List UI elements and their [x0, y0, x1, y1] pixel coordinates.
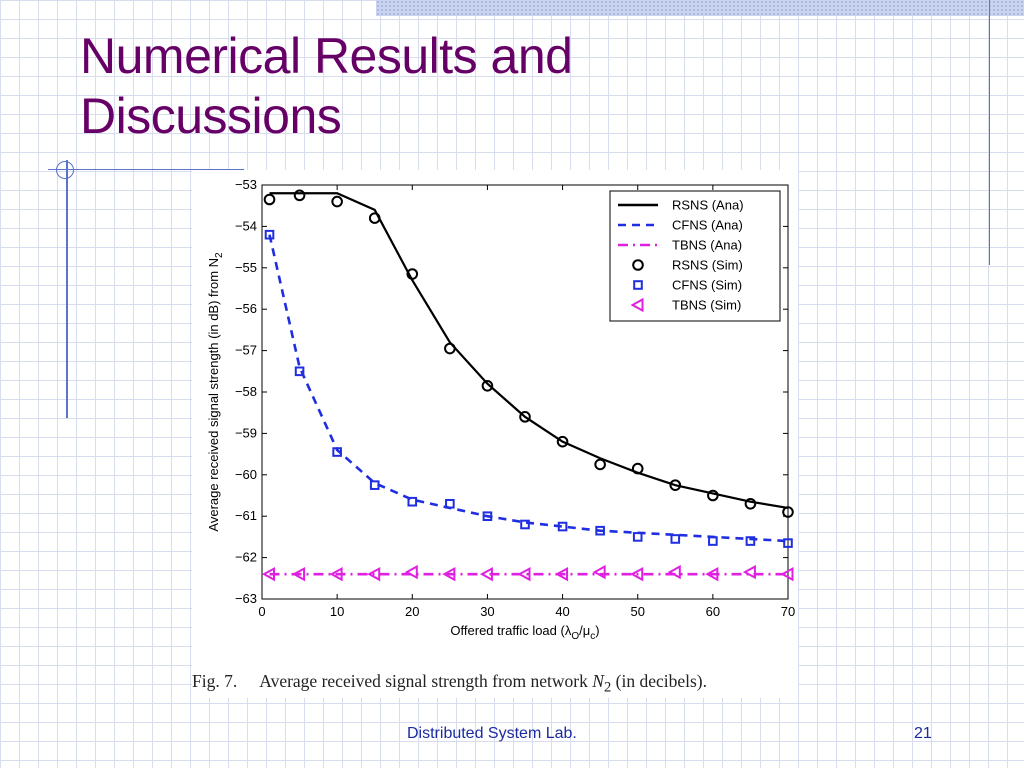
x-tick-label: 40: [555, 604, 569, 619]
x-axis-label: Offered traffic load (λO/μc): [450, 623, 599, 642]
series-5-point: [329, 566, 343, 582]
x-tick-label: 60: [706, 604, 720, 619]
series-5-point: [705, 566, 719, 582]
legend-label: CFNS (Ana): [672, 218, 743, 233]
legend-marker: [633, 280, 643, 290]
series-4-point: [294, 366, 305, 377]
series-5-point: [261, 566, 276, 582]
series-5-point: [630, 566, 644, 582]
signal-strength-chart: 0 10 20 30 40 50 60 70 −53 −54 −55 −56 −57 −58 −59 −60 −…: [206, 177, 795, 642]
series-4-point: [520, 519, 530, 530]
x-tick-label: 30: [480, 604, 494, 619]
figure-panel: 0 10 20 30 40 50 60 70 −53 −54 −55 −56 −57 −58 −59 −60 −…: [192, 170, 798, 698]
legend-box: [609, 190, 781, 322]
series-3-point: [263, 193, 276, 206]
series-4-point: [482, 511, 493, 521]
series-5-point: [592, 564, 606, 580]
series-4-point: [670, 534, 681, 544]
x-tick-label: 70: [781, 604, 795, 619]
series-line-0: [269, 192, 789, 510]
header-decoration-band: [376, 0, 1024, 16]
series-3-point: [331, 195, 343, 208]
y-tick-label: −60: [235, 467, 257, 482]
x-tick-label: 50: [630, 604, 644, 619]
series-5-point: [517, 566, 531, 582]
series-4-point: [264, 229, 275, 240]
legend-marker: [630, 297, 644, 313]
series-3-point: [669, 479, 682, 491]
series-4-point: [369, 480, 380, 490]
figure-caption: Fig. 7. Average received signal strength …: [192, 671, 798, 697]
x-tick-label: 10: [330, 604, 344, 619]
series-3-point: [556, 435, 569, 448]
series-3-point: [406, 268, 419, 280]
legend-label: CFNS (Sim): [672, 278, 742, 293]
series-3-point: [368, 212, 381, 224]
series-5-point: [291, 566, 306, 582]
series-5-point: [367, 566, 381, 582]
slide-title: Numerical Results and Discussions: [80, 26, 680, 146]
legend-label: TBNS (Sim): [672, 298, 741, 313]
series-3-point: [782, 506, 794, 518]
series-5-point: [479, 566, 493, 582]
y-tick-label: −62: [235, 550, 257, 565]
y-tick-label: −54: [235, 218, 257, 233]
legend-marker: [632, 259, 644, 271]
y-tick-label: −61: [235, 508, 257, 523]
series-4-point: [783, 538, 793, 548]
caption-text: Average received signal strength from ne…: [259, 671, 593, 691]
series-4-point: [407, 496, 418, 507]
series-line-1: [268, 234, 789, 543]
series-3-point: [744, 497, 757, 510]
series-3-point: [707, 489, 719, 502]
series-5-point: [404, 564, 418, 580]
y-tick-label: −53: [235, 177, 257, 192]
series-4-point: [332, 447, 342, 457]
series-4-point: [745, 536, 756, 546]
series-5-point: [554, 566, 569, 582]
series-3-point: [444, 342, 456, 355]
y-tick-label: −55: [235, 260, 257, 275]
legend-label: RSNS (Sim): [672, 258, 743, 273]
series-4-point: [557, 521, 568, 532]
x-tick-label: 20: [405, 604, 419, 619]
series-5-point: [667, 564, 681, 580]
series-3-point: [594, 458, 606, 471]
y-axis-label: Average received signal strength (in dB)…: [206, 252, 225, 532]
y-tick-label: −56: [235, 301, 257, 316]
series-3-point: [293, 189, 306, 202]
y-tick-label: −63: [235, 591, 257, 606]
series-5-point: [442, 566, 456, 582]
title-line-1: Numerical Results and: [80, 28, 573, 84]
series-4-point: [595, 525, 605, 536]
series-4-point: [445, 498, 455, 509]
y-tick-label: −59: [235, 425, 257, 440]
title-line-2: Discussions: [80, 88, 342, 144]
series-3-point: [631, 462, 644, 475]
series-4-point: [632, 532, 643, 542]
y-tick-label: −58: [235, 384, 257, 399]
series-5-point: [780, 566, 794, 582]
right-vertical-rule: [989, 0, 990, 265]
x-tick-label: 0: [258, 604, 265, 619]
footer-lab-name: Distributed System Lab.: [407, 725, 577, 742]
series-4-point: [708, 536, 718, 546]
series-3-point: [481, 379, 494, 392]
rule-junction-circle: [56, 161, 74, 179]
legend-label: TBNS (Ana): [672, 238, 742, 253]
caption-network-symbol: N: [592, 671, 604, 691]
title-underline-rule: [48, 169, 244, 170]
slide-number: 21: [914, 725, 932, 742]
caption-text-end: (in decibels).: [611, 671, 707, 691]
caption-network-subscript: 2: [603, 679, 612, 696]
y-tick-label: −57: [235, 343, 257, 358]
legend-label: RSNS (Ana): [672, 198, 744, 213]
series-3-point: [519, 411, 531, 423]
left-vertical-rule: [66, 160, 68, 418]
series-5-point: [742, 564, 756, 580]
caption-fig-label: Fig. 7.: [192, 671, 238, 691]
